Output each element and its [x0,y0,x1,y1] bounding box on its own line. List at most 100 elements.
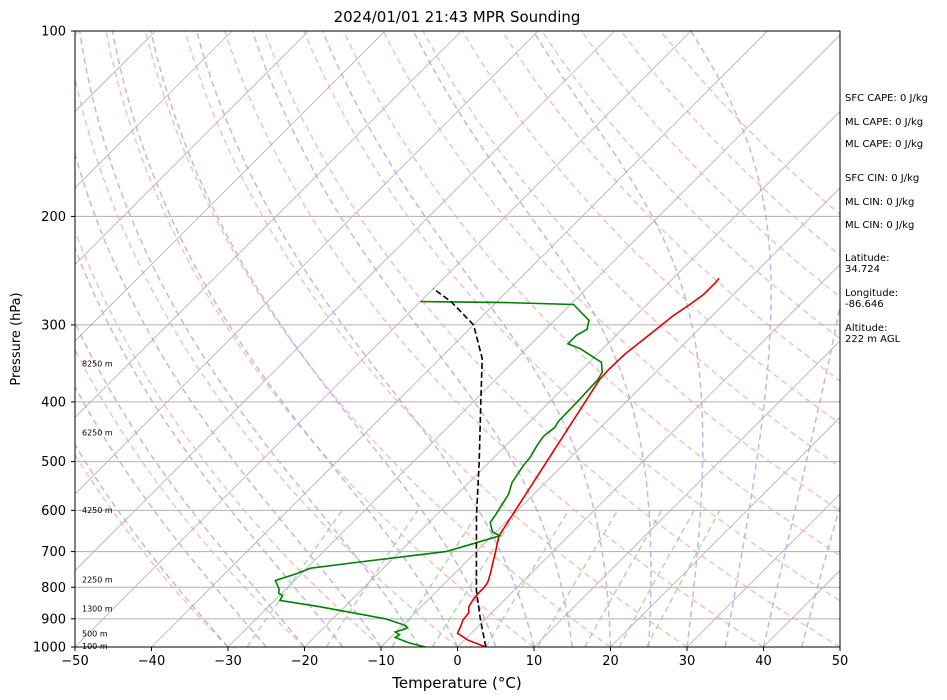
moist-adiabat-line [75,151,382,647]
mixing-ratio-line [645,509,721,647]
dry-adiabat-line [184,31,688,647]
longitude-label: Longitude: [845,288,899,299]
isotherm-line [75,31,692,647]
y-tick-label: 400 [41,395,66,410]
x-tick-label: 50 [832,654,849,669]
longitude-value: -86.646 [845,299,884,310]
isotherm-line [75,31,462,419]
y-tick-label: 300 [41,318,66,333]
isotherm-line [610,416,840,647]
dry-adiabat-line [422,31,840,468]
isotherm-line [75,31,309,266]
mixing-ratio-line [485,509,570,647]
moist-adiabat-line [322,31,612,647]
height-label: 8250 m [82,360,113,369]
isotherm-line [75,31,615,572]
moist-adiabat-line [412,31,652,647]
y-tick-label: 600 [41,504,66,519]
mixing-ratio-line [391,509,481,647]
latitude-label: Latitude: [845,253,890,264]
x-tick-label: 0 [453,654,461,669]
isotherm-line [533,340,840,647]
temperature-profile-line [456,277,720,647]
y-axis-label: Pressure (hPa) [9,292,24,385]
dry-adiabat-line [75,229,382,647]
mixing-ratio-line [325,509,419,647]
parcel-profile-line [432,288,487,647]
y-tick-label: 500 [41,455,66,470]
height-label: 4250 m [82,506,113,515]
x-tick-label: −40 [138,654,165,669]
mixing-ratio-line [537,509,619,647]
y-tick-label: 800 [41,581,66,596]
mixing-ratio-line [584,509,663,647]
dry-adiabat-line [303,31,840,602]
x-tick-label: −10 [367,654,394,669]
moist-adiabat-line [195,31,535,647]
latitude-value: 34.724 [845,264,880,275]
plot-frame [74,30,841,648]
isotherm-line [380,187,840,647]
isotherm-line [75,31,386,342]
moist-adiabat-line [75,443,229,647]
isotherm-line [0,31,3,647]
isotherm-line [75,31,233,189]
moist-adiabat-line [690,31,772,647]
height-label: 6250 m [82,428,113,437]
y-tick-label: 900 [41,612,66,627]
x-tick-label: −50 [61,654,88,669]
data-lines [274,277,720,647]
dry-adiabat-line [382,31,840,512]
x-tick-label: 40 [755,654,772,669]
height-label: 1300 m [82,605,113,614]
height-label: 500 m [82,630,108,639]
sfc-cape-text: SFC CAPE: 0 J/kg [845,93,928,104]
isotherm-line [151,31,768,647]
isotherm-line [457,263,840,647]
dewpoint-profile-line [274,300,604,647]
altitude-label: Altitude: [845,323,888,334]
dry-adiabat-line [75,348,306,647]
dry-adiabat-line [105,31,535,647]
moist-adiabat-line [251,31,574,647]
chart-title: 2024/01/01 21:43 MPR Sounding [334,8,581,26]
mixing-ratio-line [618,509,695,647]
x-axis-label: Temperature (°C) [391,674,521,692]
y-tick-label: 200 [41,210,66,225]
axes: −50 −40 −30 −20 −10 0 10 20 30 40 50 100 200 300 400 50… [33,25,848,670]
moist-adiabat-line [801,503,840,647]
x-tick-label: 20 [602,654,619,669]
x-tick-label: 10 [526,654,543,669]
isotherm-line [686,493,840,647]
moist-adiabat-line [111,31,459,647]
isotherm-line [304,110,840,647]
moist-adiabat-line [532,31,704,647]
ml-cape-text: ML CAPE: 0 J/kg [845,117,924,128]
height-label: 100 m [82,642,108,651]
x-tick-label: 30 [679,654,696,669]
altitude-value: 222 m AGL [845,334,901,345]
background-lines [0,31,840,647]
isotherm-line [75,31,539,495]
height-label: 2250 m [82,576,113,585]
moist-adiabat-line [78,31,420,647]
moist-adiabat-line [762,302,840,647]
height-labels: 100 m 500 m 1300 m 2250 m 4250 m 6250 m 8250 m [82,360,113,651]
moist-adiabat-line [150,31,497,647]
dry-adiabat-line [75,74,458,647]
dry-adiabat-line [342,31,840,557]
mixing-ratio-line [431,509,519,647]
x-tick-label: −20 [291,654,318,669]
ml-cin-text: ML CIN: 0 J/kg [845,197,915,208]
ml-cin-text-2: ML CIN: 0 J/kg [845,220,915,231]
isotherm-line [227,34,840,647]
sfc-cin-text: SFC CIN: 0 J/kg [845,173,920,184]
ml-cape-text-2: ML CAPE: 0 J/kg [845,139,924,150]
mixing-ratio-line [246,509,343,647]
dry-adiabat-line [580,31,840,298]
dry-adiabat-line [263,31,840,647]
dry-adiabat-line [144,31,611,647]
dry-adiabat-line [75,453,229,647]
moist-adiabat-line [75,385,267,647]
